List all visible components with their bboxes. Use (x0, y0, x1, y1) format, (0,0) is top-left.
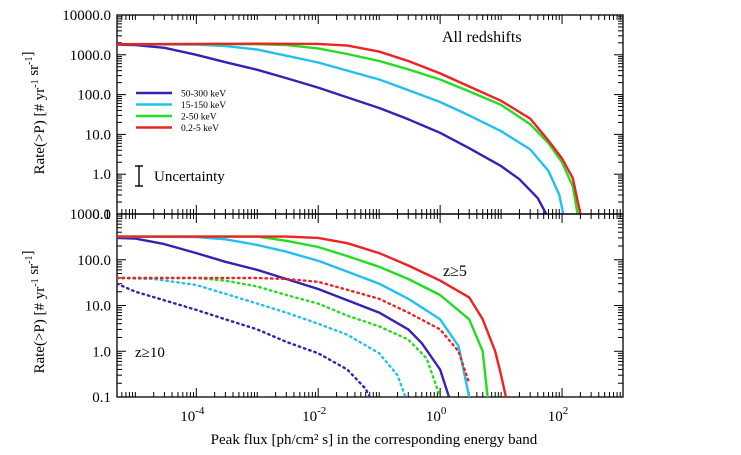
x-tick-label: 10-4 (180, 405, 205, 425)
bottom-y-tick-label: 100.0 (77, 253, 111, 269)
top-y-tick-label: 100.0 (77, 88, 111, 104)
bottom-series-line-2-50-kev-z-5- (117, 235, 489, 397)
uncertainty-marker: Uncertainty (135, 165, 225, 187)
top-y-tick-label: 0.1 (92, 207, 111, 223)
top-series-line-50-300-kev (117, 43, 548, 214)
bottom-series-line-15-150-kev-z-5- (117, 235, 471, 397)
legend-entry-label: 15-150 keV (181, 101, 226, 111)
bottom-series-line-0-2-5-kev-z-5- (117, 235, 508, 397)
uncertainty-label: Uncertainty (154, 169, 225, 185)
top-y-tick-label: 10.0 (85, 127, 111, 143)
bottom-series-line-0-2-5-kev-z-10- (117, 276, 471, 385)
z10-label: z≥10 (135, 345, 165, 361)
top-series-line-15-150-kev (117, 43, 565, 214)
top-series-line-0-2-5-kev (117, 42, 582, 214)
bottom-y-tick-label: 1.0 (92, 344, 111, 360)
bottom-plot-frame (116, 213, 624, 398)
bottom-series-line-2-50-kev-z-10- (117, 276, 442, 397)
top-panel: 10000.0 1000.0 100.0 10.0 1.0 0.1 (62, 8, 624, 223)
top-y-tick-label: 10000.0 (62, 8, 111, 24)
legend-entry-label: 2-50 keV (181, 113, 217, 123)
top-series-line-2-50-kev (117, 43, 579, 214)
top-y-tick-label: 1.0 (92, 167, 111, 183)
bottom-y-axis-label: Rate(>P) [# yr-1 sr-1] (20, 250, 48, 373)
top-y-tick-label: 1000.0 (70, 48, 111, 64)
x-tick-label: 10-2 (302, 405, 326, 425)
bottom-series-line-50-300-kev-z-5- (117, 236, 451, 397)
top-series-group (117, 42, 582, 214)
all-redshifts-label: All redshifts (442, 29, 522, 46)
bottom-series-line-50-300-kev-z-10- (117, 282, 371, 397)
bottom-y-tick-label: 1000.0 (70, 207, 111, 223)
legend-entry-label: 0.2-5 keV (181, 124, 219, 134)
z5-label: z≥5 (443, 263, 467, 280)
x-tick-label: 100 (426, 405, 447, 425)
x-axis-label: Peak flux [ph/cm² s] in the correspondin… (211, 432, 538, 448)
bottom-series-line-15-150-kev-z-10- (117, 276, 407, 397)
bottom-y-tick-label: 0.1 (92, 390, 111, 406)
legend-entry-label: 50-300 keV (181, 90, 226, 100)
bottom-panel: 1000.0 100.0 10.0 1.0 0.1 10-4 10-2 100 102 (70, 207, 624, 425)
bottom-series-group (117, 235, 508, 397)
top-y-axis-label: Rate(>P) [# yr-1 sr-1] (20, 51, 48, 174)
bottom-y-tick-label: 10.0 (85, 299, 111, 315)
x-tick-label: 102 (548, 405, 569, 425)
